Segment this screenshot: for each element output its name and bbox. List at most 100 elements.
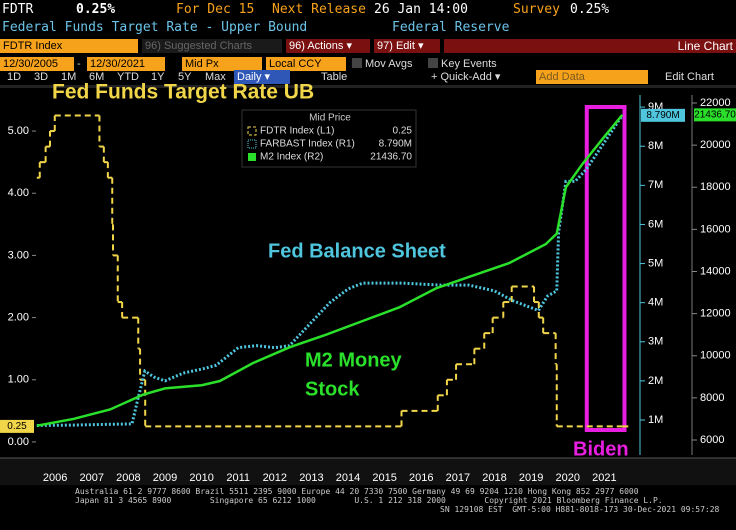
start-date[interactable]: 12/30/2005 — [0, 57, 74, 71]
quick-add[interactable]: + Quick-Add ▾ — [431, 71, 501, 83]
y2-tick-label: 8M — [648, 140, 663, 152]
period[interactable]: 6M — [89, 71, 105, 83]
x-tick-label: 2020 — [555, 472, 579, 484]
annotation: Fed Balance Sheet — [268, 240, 446, 262]
survey: 0.25% — [570, 2, 610, 17]
x-tick-label: 2006 — [43, 472, 67, 484]
y-tick-label: 1.00 — [8, 374, 29, 386]
footer-line: Japan 81 3 4565 8900 Singapore 65 6212 1… — [75, 496, 663, 505]
security-input[interactable]: FDTR Index — [0, 39, 138, 53]
table[interactable]: Table — [321, 71, 348, 83]
date-separator: - — [77, 58, 81, 70]
y2-tick-label: 1M — [648, 414, 663, 426]
end-date[interactable]: 12/30/2021 — [87, 57, 165, 71]
y2-tick-label: 3M — [648, 336, 663, 348]
legend-swatch — [247, 126, 257, 136]
for-label: For Dec 15 — [176, 2, 255, 17]
x-tick-label: 2017 — [446, 472, 470, 484]
chart-type: Line Chart — [444, 39, 736, 53]
separator — [0, 85, 736, 88]
currency[interactable]: Local CCY — [266, 57, 346, 71]
legend-value: 8.790M — [379, 139, 412, 150]
x-tick-label: 2010 — [189, 472, 213, 484]
last-value: 0.25% — [76, 2, 116, 17]
y-tick-label: 3.00 — [8, 249, 29, 261]
edit-menu[interactable]: 97) Edit ▾ — [374, 39, 440, 53]
period[interactable]: 3D — [34, 71, 49, 83]
y3-tick-label: 12000 — [700, 308, 731, 320]
value-tag-label: 0.25 — [7, 421, 27, 432]
x-tick-label: 2021 — [592, 472, 616, 484]
x-tick-label: 2011 — [226, 472, 250, 484]
checkbox[interactable] — [428, 58, 438, 68]
x-tick-label: 2009 — [153, 472, 177, 484]
annotation: M2 Money — [305, 349, 403, 371]
x-tick-label: 2015 — [372, 472, 396, 484]
y3-tick-label: 22000 — [700, 97, 731, 109]
annotation: Biden — [573, 438, 629, 460]
legend-value: 21436.70 — [370, 152, 412, 163]
survey-label: Survey — [513, 2, 560, 17]
legend-box — [241, 109, 417, 168]
y3-tick-label: 8000 — [700, 392, 724, 404]
period[interactable]: 1M — [61, 71, 77, 83]
y3-tick-label: 16000 — [700, 223, 731, 235]
period[interactable]: 1D — [7, 71, 22, 83]
suggested-charts[interactable]: 96) Suggested Charts — [142, 39, 282, 53]
period[interactable]: YTD — [117, 71, 139, 83]
chart-title: Fed Funds Target Rate UB — [52, 81, 314, 104]
legend-value: 0.25 — [393, 126, 413, 137]
y2-tick-label: 2M — [648, 375, 663, 387]
key-events[interactable]: Key Events — [441, 58, 497, 70]
legend-label: FDTR Index (L1) — [260, 126, 334, 137]
y3-tick-label: 18000 — [700, 181, 731, 193]
value-tag — [641, 108, 685, 122]
price-field[interactable]: Mid Px — [182, 57, 262, 71]
legend-swatch — [247, 139, 257, 149]
period[interactable]: 5Y — [178, 71, 192, 83]
series-line — [36, 114, 624, 427]
mov-avgs[interactable]: Mov Avgs — [365, 58, 413, 70]
description: Federal Funds Target Rate - Upper Bound — [2, 20, 308, 35]
y2-tick-label: 6M — [648, 218, 663, 230]
y-tick-label: 5.00 — [8, 125, 29, 137]
y2-tick-label: 4M — [648, 297, 663, 309]
x-tick-label: 2013 — [299, 472, 323, 484]
period[interactable]: 1Y — [151, 71, 165, 83]
checkbox[interactable] — [352, 58, 362, 68]
x-tick-label: 2018 — [482, 472, 506, 484]
highlight-box — [584, 105, 627, 432]
x-tick-label: 2007 — [80, 472, 104, 484]
ticker: FDTR — [2, 2, 34, 17]
actions-menu[interactable]: 96) Actions ▾ — [286, 39, 370, 53]
edit-chart[interactable]: Edit Chart — [665, 71, 714, 83]
step-riser — [38, 115, 558, 427]
next-release-label: Next Release — [272, 2, 366, 17]
x-tick-label: 2014 — [336, 472, 360, 484]
y3-tick-label: 14000 — [700, 265, 731, 277]
legend-swatch — [248, 153, 256, 161]
frequency[interactable]: Daily ▾ — [234, 70, 290, 84]
y-tick-label: 4.00 — [8, 187, 29, 199]
legend-label: M2 Index (R2) — [260, 152, 323, 163]
add-data[interactable]: Add Data — [536, 70, 648, 84]
value-tag-label: 8.790M — [646, 110, 679, 121]
value-tag-label: 21436.70 — [694, 110, 736, 121]
legend-label: FARBAST Index (R1) — [260, 139, 355, 150]
value-tag — [0, 419, 34, 433]
y3-tick-label: 6000 — [700, 434, 724, 446]
series-line — [36, 114, 624, 427]
source: Federal Reserve — [392, 20, 510, 35]
legend-title: Mid Price — [309, 113, 351, 124]
x-tick-label: 2012 — [263, 472, 287, 484]
x-axis-band — [0, 458, 736, 485]
y2-tick-label: 5M — [648, 257, 663, 269]
y2-tick-label: 7M — [648, 179, 663, 191]
y3-tick-label: 10000 — [700, 350, 731, 362]
value-tag — [694, 108, 736, 122]
x-tick-label: 2016 — [409, 472, 433, 484]
x-tick-label: 2019 — [519, 472, 543, 484]
period[interactable]: Max — [205, 71, 226, 83]
